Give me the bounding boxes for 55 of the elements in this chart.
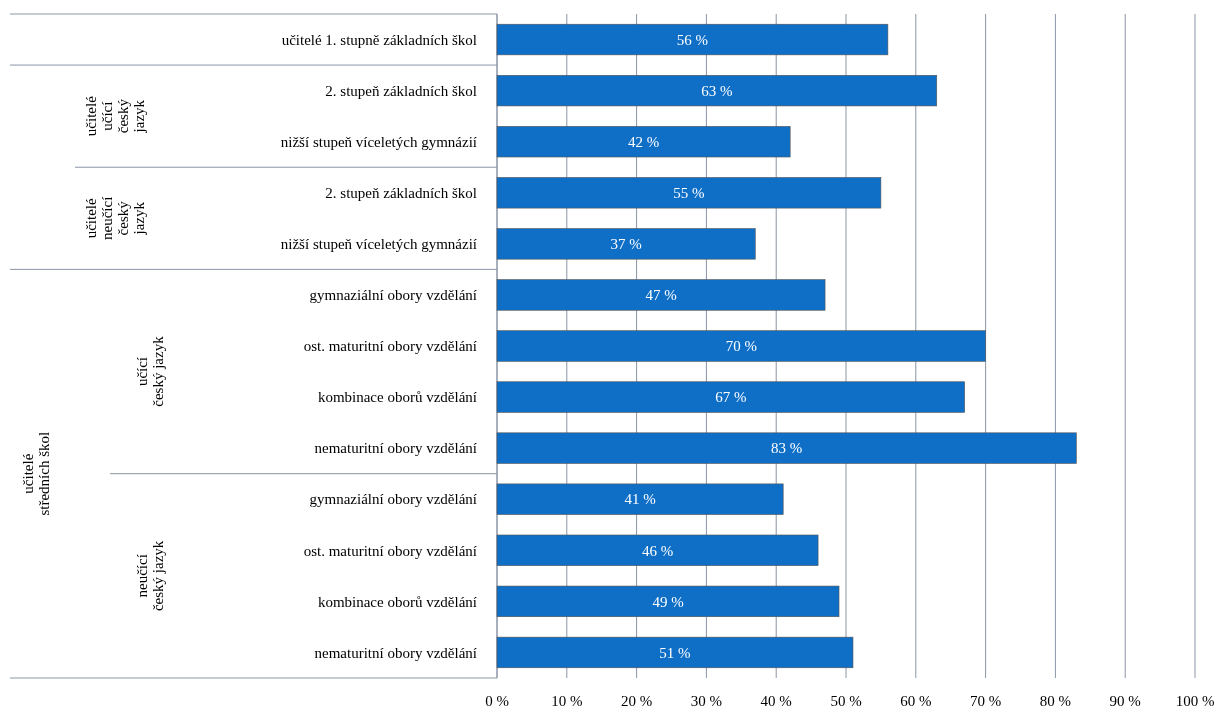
data-label: 67 % xyxy=(715,389,747,406)
y-tick-label: kombinace oborů vzdělání xyxy=(317,593,477,610)
x-tick-label: 40 % xyxy=(760,693,792,709)
y-tick-label: 2. stupeň základních škol xyxy=(325,185,477,202)
bar xyxy=(496,381,965,413)
text: učící český jazyk xyxy=(134,335,166,407)
x-tick-label: 20 % xyxy=(620,693,653,709)
data-label: 37 % xyxy=(610,236,642,253)
bar xyxy=(496,228,756,260)
bar xyxy=(496,432,1077,464)
y-tick-label: kombinace oborů vzdělání xyxy=(317,389,477,406)
text: učitelé učící český jazyk xyxy=(83,95,147,137)
text: učitelé středních škol xyxy=(20,431,52,516)
x-tick-label: 10 % xyxy=(551,693,583,709)
x-tick-label: 30 % xyxy=(690,693,723,709)
x-tick-label: 80 % xyxy=(1039,693,1072,709)
y-tick-label: nižší stupeň víceletých gymnázií xyxy=(280,236,477,253)
bar xyxy=(496,177,882,209)
data-label: 49 % xyxy=(652,593,684,610)
data-label: 70 % xyxy=(725,338,757,355)
bar xyxy=(496,330,986,362)
x-tick-label: 60 % xyxy=(900,693,932,709)
data-label: 42 % xyxy=(627,133,660,150)
text: neučící český jazyk xyxy=(134,540,166,612)
x-tick-label: 50 % xyxy=(830,693,862,709)
bar xyxy=(496,74,938,107)
bar xyxy=(496,23,889,56)
data-label: 63 % xyxy=(701,82,733,99)
y-tick-label: ost. maturitní obory vzdělání xyxy=(303,542,477,559)
x-tick-label: 100 % xyxy=(1175,693,1215,709)
x-tick-label: 90 % xyxy=(1109,693,1141,709)
data-label: 83 % xyxy=(771,440,803,457)
y-tick-label: nematuritní obory vzdělání xyxy=(314,644,477,661)
y-tick-label: gymnaziální obory vzdělání xyxy=(309,287,477,304)
text: učitelé neučící český jazyk xyxy=(83,196,147,240)
x-tick-label: 0 % xyxy=(485,693,509,709)
data-label: 56 % xyxy=(676,31,709,48)
data-label: 55 % xyxy=(673,185,705,202)
y-tick-label: ost. maturitní obory vzdělání xyxy=(303,338,477,355)
y-tick-label: nižší stupeň víceletých gymnázií xyxy=(280,133,477,150)
data-label: 51 % xyxy=(659,644,691,661)
bar xyxy=(496,585,840,618)
bar xyxy=(496,636,854,669)
y-tick-label: 2. stupeň základních škol xyxy=(325,82,477,99)
y-tick-label: učitelé 1. stupně základních škol xyxy=(281,31,477,48)
bar xyxy=(496,279,826,311)
y-tick-label: gymnaziální obory vzdělání xyxy=(309,491,477,508)
bar xyxy=(496,126,791,158)
data-label: 41 % xyxy=(624,491,656,508)
data-label: 47 % xyxy=(645,287,677,304)
x-tick-label: 70 % xyxy=(969,693,1002,709)
bar xyxy=(496,483,784,515)
y-tick-label: nematuritní obory vzdělání xyxy=(314,440,477,457)
data-label: 46 % xyxy=(641,542,674,559)
bar xyxy=(496,534,819,566)
